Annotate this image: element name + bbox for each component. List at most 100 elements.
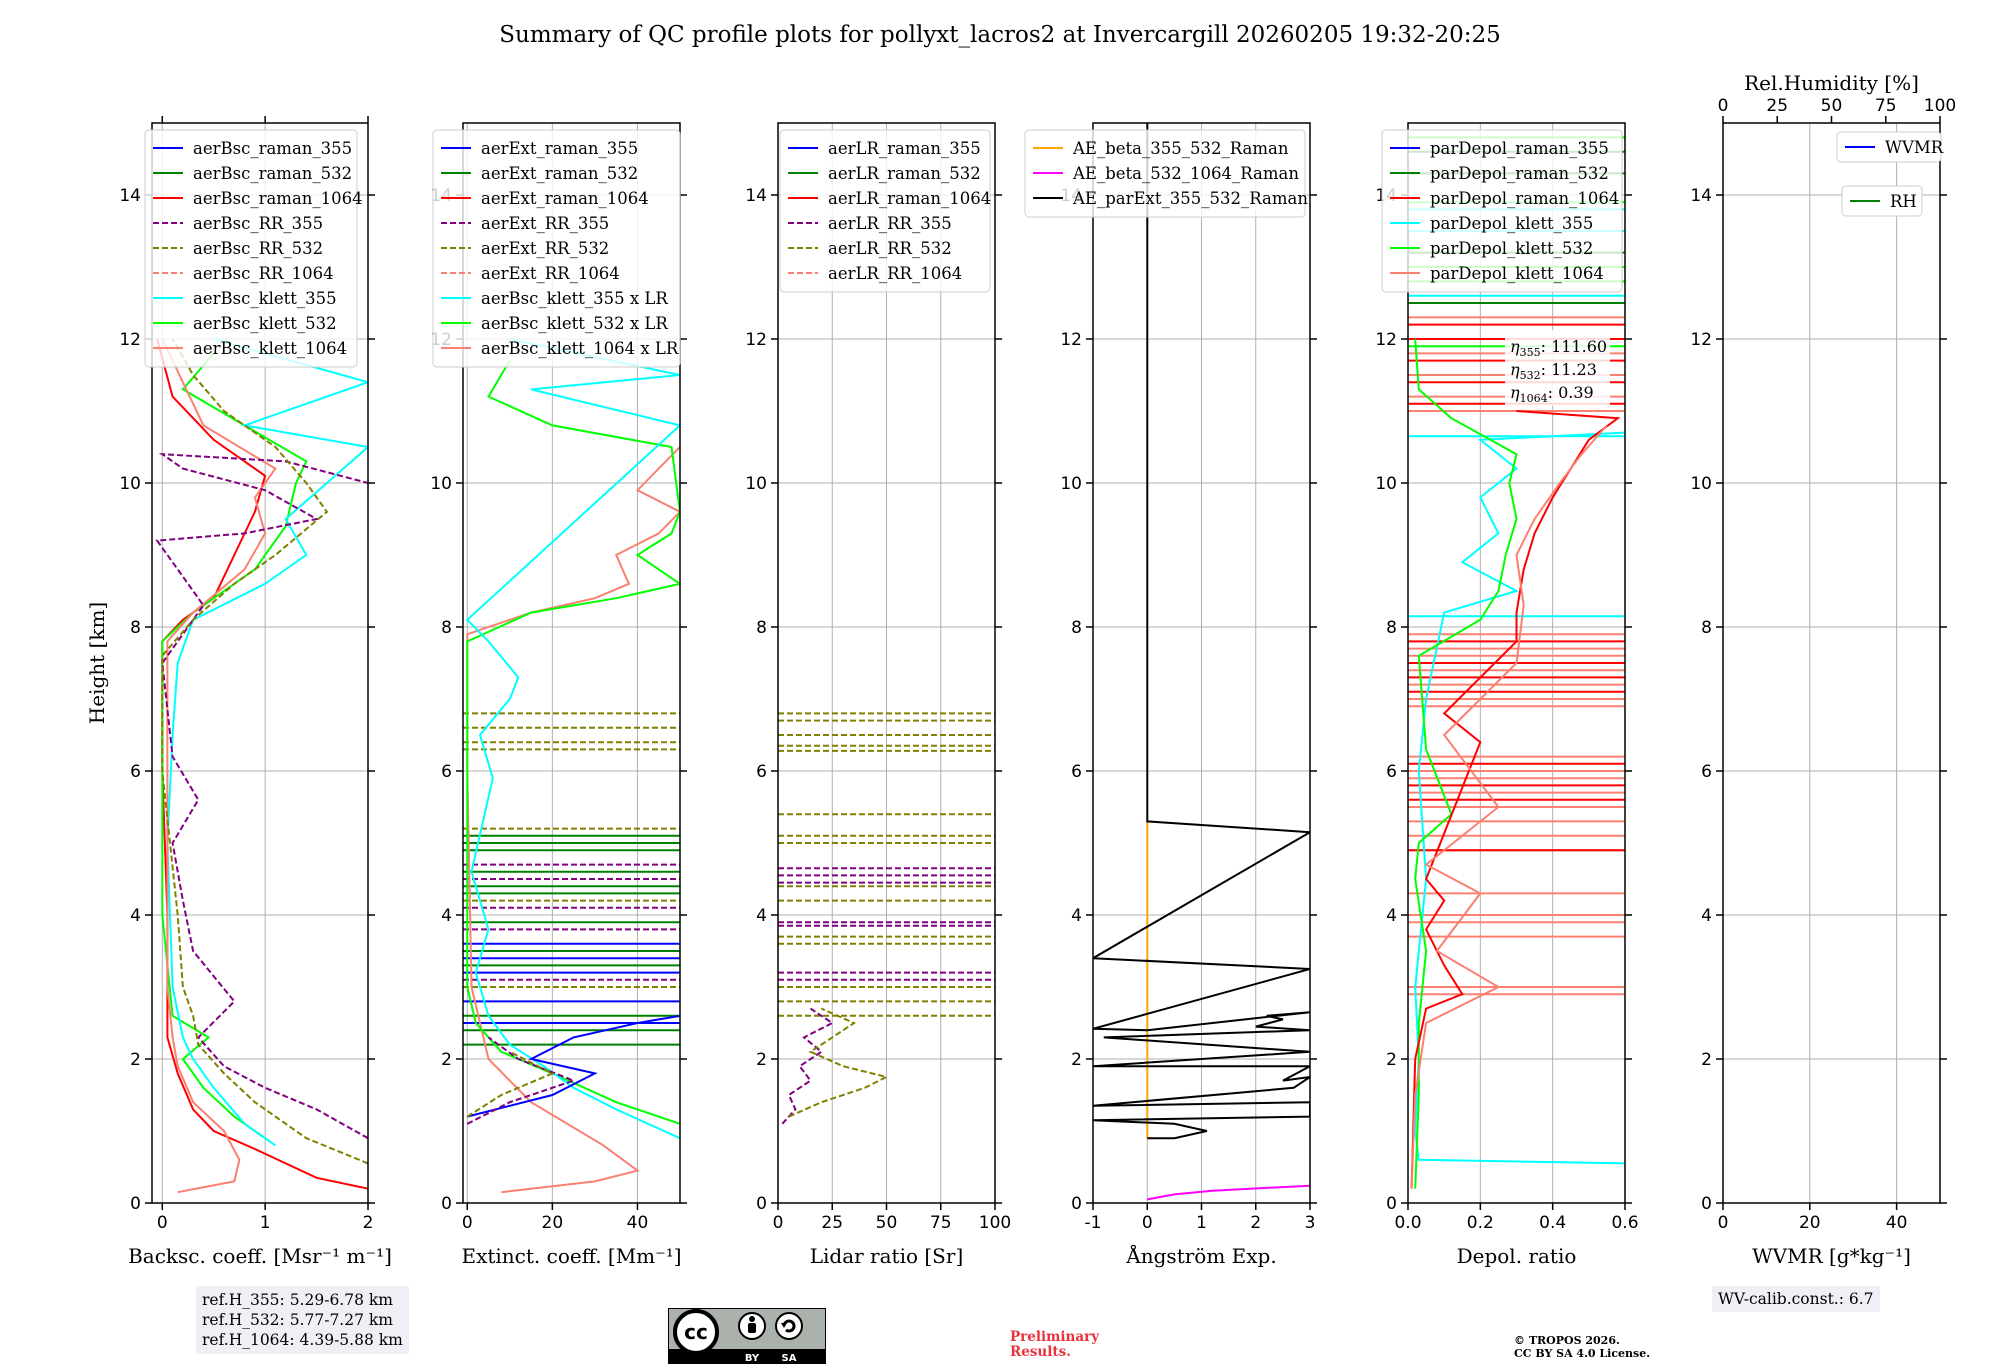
series-parDepol_klett_355 (1414, 431, 1625, 1165)
y-tick-label: 10 (1690, 474, 1712, 494)
legend-label: aerBsc_RR_532 (193, 239, 323, 258)
y-tick-label: 12 (1060, 330, 1082, 350)
legend-label: aerExt_raman_355 (481, 139, 638, 158)
x-tick-label: 25 (821, 1213, 843, 1233)
eta-1064: η1064: 0.39 (1510, 383, 1594, 405)
series-aerBsc_raman_1064 (156, 338, 368, 1190)
legend-label: aerExt_raman_1064 (481, 189, 649, 208)
x2-tick-label: 50 (1821, 96, 1843, 116)
y-tick-label: 8 (441, 618, 452, 638)
legend-label: aerBsc_klett_355 (193, 289, 337, 308)
legend-lidar_ratio: aerLR_raman_355 aerLR_raman_532 aerLR_rama… (779, 129, 991, 293)
cc-circle-icon (673, 1309, 719, 1355)
y-tick-label: 8 (1701, 618, 1712, 638)
legend-box (432, 129, 681, 368)
legend-extinction: aerExt_raman_355 aerExt_raman_532 aerExt_r… (432, 129, 681, 368)
series-AE_beta_532_1064_Raman (1147, 1184, 1310, 1201)
x-tick-label: 40 (627, 1213, 649, 1233)
legend-box (144, 129, 358, 368)
y-tick-label: 4 (441, 906, 452, 926)
y-tick-label: 8 (1071, 618, 1082, 638)
y-tick-label: 12 (119, 330, 141, 350)
legend-depol: parDepol_raman_355 parDepol_raman_532 parD… (1381, 129, 1623, 293)
legend-label: aerLR_raman_1064 (828, 189, 991, 208)
panel-lidar_ratio: 0 25 50 75 100 0 2 4 6 8 10 12 14 Lidar ratio [Sr] aer… (745, 122, 1011, 1268)
plot-area (463, 338, 680, 1194)
legend-label: AE_beta_532_1064_Raman (1072, 164, 1299, 183)
x-tick-label: 0 (462, 1213, 473, 1233)
x2-tick-label: 25 (1766, 96, 1788, 116)
legend-label: parDepol_raman_532 (1430, 164, 1609, 183)
y-tick-label: 2 (1386, 1050, 1397, 1070)
legend-label: parDepol_klett_532 (1430, 239, 1593, 258)
eta-532: η532: 11.23 (1510, 360, 1597, 382)
share-alike-icon (775, 1312, 803, 1340)
y-tick-label: 0 (441, 1194, 452, 1214)
legend-box (1381, 129, 1623, 293)
x-tick-label: 0 (1142, 1213, 1153, 1233)
legend-label: aerBsc_RR_355 (193, 214, 323, 233)
x-tick-label: 0.2 (1467, 1213, 1494, 1233)
x-axis-label: Backsc. coeff. [Msr⁻¹ m⁻¹] (128, 1244, 392, 1268)
legend-WVMR: WVMR (1836, 131, 1944, 163)
cc-license-badge: cc BY SA (667, 1307, 827, 1365)
x-axis-label: Lidar ratio [Sr] (810, 1244, 964, 1268)
preliminary-note: Preliminary Results. (1010, 1330, 1099, 1360)
legend-label: aerBsc_raman_355 (193, 139, 352, 158)
series-aerBsc_RR_355 (155, 452, 368, 1140)
legend-box (1024, 129, 1306, 218)
series-aerBsc_klett_1064 (161, 338, 277, 1194)
y-tick-label: 10 (745, 474, 767, 494)
y-tick-label: 4 (1701, 906, 1712, 926)
x-tick-label: 0.0 (1394, 1213, 1421, 1233)
by-label: BY (745, 1353, 760, 1364)
legend-label: aerExt_raman_532 (481, 164, 638, 183)
y-tick-label: 12 (1690, 330, 1712, 350)
y-tick-label: 10 (1375, 474, 1397, 494)
series-aerExt_RR_355 (466, 1036, 577, 1125)
x-axis-label: Ångström Exp. (1125, 1243, 1276, 1268)
y-tick-label: 14 (119, 186, 141, 206)
legend-label: aerLR_raman_355 (828, 139, 981, 158)
y-tick-label: 12 (745, 330, 767, 350)
svg-text:cc: cc (684, 1320, 708, 1344)
y-tick-label: 6 (130, 762, 141, 782)
series-aerBsc_klett_355 (166, 338, 368, 1147)
ref-height-355: ref.H_355: 5.29-6.78 km (202, 1291, 393, 1309)
sa-label: SA (782, 1353, 797, 1364)
x2-tick-label: 75 (1875, 96, 1897, 116)
x2-tick-label: 100 (1924, 96, 1956, 116)
legend-label: aerLR_RR_1064 (828, 264, 962, 283)
figure-title: Summary of QC profile plots for pollyxt_… (499, 22, 1501, 48)
panel-angstrom: -1012302468101214Ångström Exp.AE_beta_35… (1024, 122, 1317, 1268)
x-tick-label: 1 (1196, 1213, 1207, 1233)
legend-label: aerBsc_klett_1064 x LR (481, 339, 679, 358)
x-tick-label: 50 (876, 1213, 898, 1233)
legend-label: parDepol_raman_355 (1430, 139, 1609, 158)
x-axis-label: WVMR [g*kg⁻¹] (1752, 1244, 1911, 1268)
series-AE_parExt_355_532_Raman (1093, 123, 1310, 1140)
eta-355: η355: 111.60 (1510, 337, 1607, 359)
y-tick-label: 0 (1701, 1194, 1712, 1214)
y-tick-label: 0 (756, 1194, 767, 1214)
x-tick-label: 20 (1799, 1213, 1821, 1233)
series-aerExt_RR_532 (466, 1050, 555, 1118)
y-tick-label: 2 (130, 1050, 141, 1070)
x-tick-label: 20 (542, 1213, 564, 1233)
legend-RH: RH (1841, 185, 1923, 217)
y-tick-label: 12 (1375, 330, 1397, 350)
y-tick-label: 14 (1690, 186, 1712, 206)
preliminary-line-1: Preliminary (1010, 1329, 1100, 1345)
x2-axis-label: Rel.Humidity [%] (1744, 71, 1919, 95)
y-tick-label: 6 (441, 762, 452, 782)
y-tick-label: 0 (1386, 1194, 1397, 1214)
plot-area (1408, 136, 1625, 1189)
y-tick-label: 4 (1071, 906, 1082, 926)
y-tick-label: 8 (130, 618, 141, 638)
series-aerBsc_klett_532 (161, 352, 308, 1140)
legend-label: aerBsc_klett_1064 (193, 339, 347, 358)
legend-backscatter: aerBsc_raman_355 aerBsc_raman_532 aerBsc_r… (144, 129, 363, 368)
legend-label: AE_beta_355_532_Raman (1072, 139, 1289, 158)
